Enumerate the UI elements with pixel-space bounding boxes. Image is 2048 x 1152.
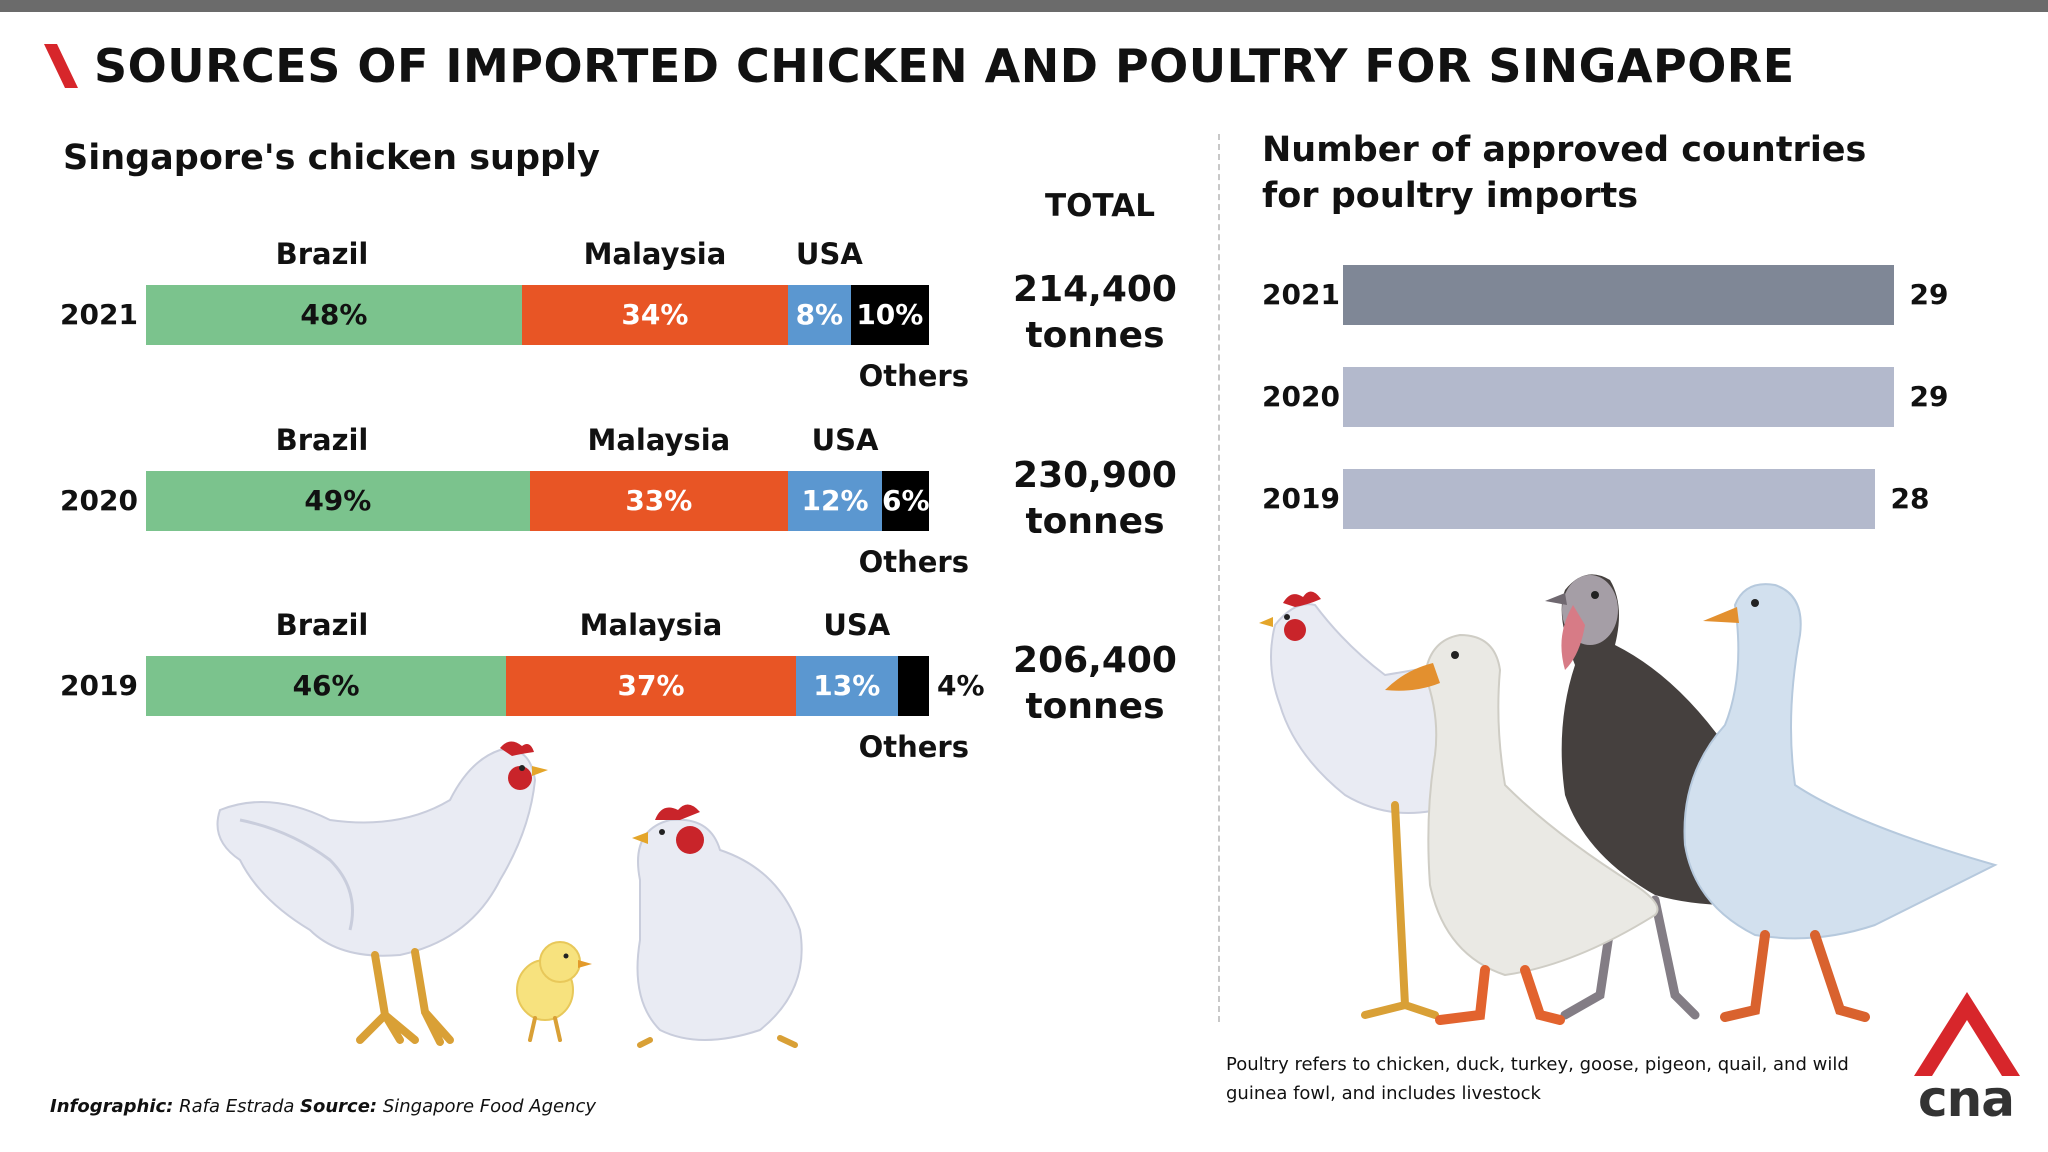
top-bar bbox=[0, 0, 2048, 12]
source-label: Source: bbox=[300, 1096, 378, 1117]
data-label-usa-2021: 8% bbox=[795, 298, 844, 331]
cna-logo-text: cna bbox=[1918, 1070, 2015, 1128]
bar-segment-others-2021 bbox=[850, 285, 929, 345]
data-label-usa-2019: 13% bbox=[813, 669, 881, 702]
poultry-illustration bbox=[1259, 574, 1998, 1025]
data-label-others-2020: 6% bbox=[882, 484, 930, 517]
chickens-illustration bbox=[216, 741, 803, 1048]
series-label-others-2020: Others bbox=[858, 545, 969, 579]
chick-illustration bbox=[516, 941, 592, 1042]
bar-segment-malaysia-2019 bbox=[506, 656, 796, 716]
approved-year-label-2019: 2019 bbox=[1262, 482, 1340, 515]
total-value-2020: 230,900 bbox=[1013, 455, 1177, 496]
bar-segment-others-2019 bbox=[897, 656, 929, 716]
infographic-label: Infographic: bbox=[50, 1096, 174, 1117]
infographic-value: Rafa Estrada bbox=[179, 1096, 295, 1117]
approved-value-label-2021: 29 bbox=[1909, 278, 1949, 311]
data-label-malaysia-2020: 33% bbox=[625, 484, 693, 517]
series-label-brazil-2020: Brazil bbox=[275, 423, 369, 457]
total-unit-2020: tonnes bbox=[1025, 501, 1165, 542]
approved-bar-2020 bbox=[1343, 367, 1894, 427]
year-label-2019: 2019 bbox=[60, 669, 138, 702]
year-label-2020: 2020 bbox=[60, 484, 138, 517]
year-label-2021: 2021 bbox=[60, 298, 138, 331]
credit-source: Source: Singapore Food Agency bbox=[300, 1096, 596, 1117]
series-label-usa-2020: USA bbox=[811, 423, 879, 457]
page-title: SOURCES OF IMPORTED CHICKEN AND POULTRY … bbox=[94, 39, 1795, 93]
series-label-malaysia-2019: Malaysia bbox=[579, 608, 723, 642]
data-label-usa-2020: 12% bbox=[801, 484, 869, 517]
data-label-brazil-2020: 49% bbox=[304, 484, 372, 517]
data-label-brazil-2019: 46% bbox=[292, 669, 360, 702]
bar-segment-usa-2021 bbox=[788, 285, 851, 345]
divider bbox=[1218, 134, 1220, 1022]
series-label-brazil-2021: Brazil bbox=[275, 237, 369, 271]
series-label-brazil-2019: Brazil bbox=[275, 608, 369, 642]
approved-bar-2021 bbox=[1343, 265, 1894, 325]
bar-segment-malaysia-2020 bbox=[529, 471, 789, 531]
bar-segment-malaysia-2021 bbox=[521, 285, 789, 345]
data-label-brazil-2021: 48% bbox=[300, 298, 368, 331]
approved-value-label-2020: 29 bbox=[1909, 380, 1949, 413]
right-chart-title-line2: for poultry imports bbox=[1262, 176, 1639, 216]
bar-segment-others-2020 bbox=[882, 471, 929, 531]
goose-illustration bbox=[1683, 583, 1998, 1022]
data-label-malaysia-2019: 37% bbox=[617, 669, 685, 702]
title-accent-icon bbox=[44, 44, 78, 88]
series-label-malaysia-2021: Malaysia bbox=[583, 237, 727, 271]
bar-segment-usa-2020 bbox=[788, 471, 882, 531]
series-label-usa-2019: USA bbox=[823, 608, 891, 642]
total-value-2019: 206,400 bbox=[1013, 640, 1177, 681]
hen-illustration bbox=[216, 741, 548, 1046]
data-label-others-2021: 10% bbox=[856, 298, 924, 331]
total-unit-2019: tonnes bbox=[1025, 686, 1165, 727]
title-block: SOURCES OF IMPORTED CHICKEN AND POULTRY … bbox=[44, 36, 1795, 96]
bar-segment-brazil-2019 bbox=[146, 656, 507, 716]
series-label-usa-2021: USA bbox=[795, 237, 863, 271]
total-unit-2021: tonnes bbox=[1025, 315, 1165, 356]
bar-segment-brazil-2020 bbox=[146, 471, 530, 531]
right-chart-title-line1: Number of approved countries bbox=[1262, 130, 1867, 170]
approved-year-label-2020: 2020 bbox=[1262, 380, 1340, 413]
approved-value-label-2019: 28 bbox=[1890, 482, 1930, 515]
bar-segment-usa-2019 bbox=[795, 656, 898, 716]
left-chart-title: Singapore's chicken supply bbox=[63, 138, 600, 178]
approved-bar-2019 bbox=[1343, 469, 1875, 529]
total-header: TOTAL bbox=[1045, 188, 1155, 224]
data-label-malaysia-2021: 34% bbox=[621, 298, 689, 331]
credit-infographic: Infographic: Rafa Estrada bbox=[50, 1096, 294, 1117]
source-value: Singapore Food Agency bbox=[382, 1096, 597, 1117]
sitting-hen-illustration bbox=[632, 804, 803, 1048]
total-value-2021: 214,400 bbox=[1013, 269, 1177, 310]
series-label-others-2019: Others bbox=[858, 730, 969, 764]
series-label-others-2021: Others bbox=[858, 359, 969, 393]
poultry-note: Poultry refers to chicken, duck, turkey,… bbox=[1226, 1054, 1849, 1104]
series-label-malaysia-2020: Malaysia bbox=[587, 423, 731, 457]
cna-logo bbox=[1914, 992, 2020, 1076]
bar-segment-brazil-2021 bbox=[146, 285, 522, 345]
approved-year-label-2021: 2021 bbox=[1262, 278, 1340, 311]
data-label-others-2019: 4% bbox=[937, 669, 985, 702]
duck-illustration bbox=[1385, 633, 1659, 1025]
